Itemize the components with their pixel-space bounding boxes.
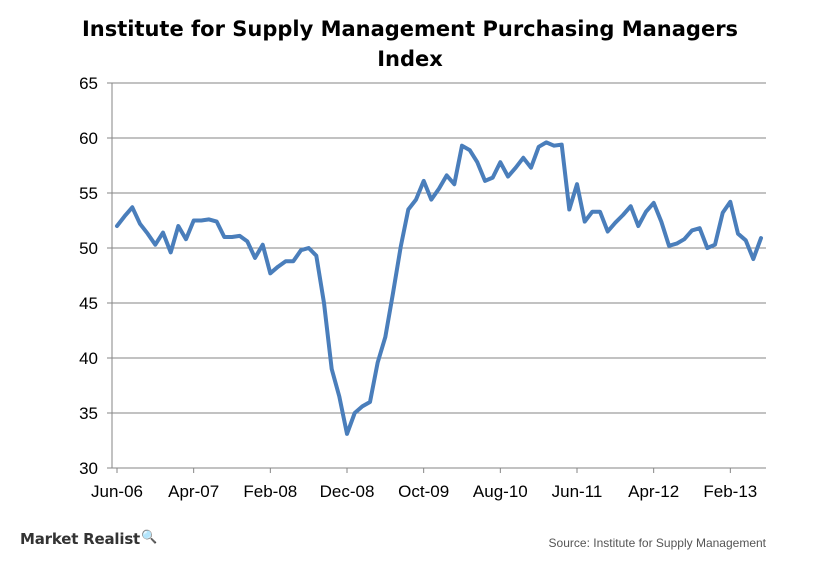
y-tick-label: 45 <box>79 294 98 313</box>
y-tick-label: 30 <box>79 459 98 478</box>
y-tick-label: 60 <box>79 129 98 148</box>
x-tick-label: Oct-09 <box>398 482 449 501</box>
source-note: Source: Institute for Supply Management <box>548 536 766 550</box>
x-tick-label: Apr-12 <box>628 482 679 501</box>
y-tick-label: 55 <box>79 184 98 203</box>
y-tick-label: 40 <box>79 349 98 368</box>
y-tick-label: 65 <box>79 74 98 93</box>
x-tick-label: Dec-08 <box>320 482 375 501</box>
magnifier-chart-icon: 🔍 <box>141 530 158 545</box>
x-tick-label: Feb-13 <box>703 482 757 501</box>
x-tick-label: Feb-08 <box>243 482 297 501</box>
chart-title: Institute for Supply Management Purchasi… <box>81 17 739 71</box>
pmi-series-line <box>115 140 763 436</box>
market-realist-logo: Market Realist🔍 <box>20 530 157 548</box>
y-tick-label: 50 <box>79 239 98 258</box>
brand-name: Market Realist <box>20 530 141 548</box>
x-tick-label: Apr-07 <box>168 482 219 501</box>
y-tick-label: 35 <box>79 404 98 423</box>
x-tick-label: Jun-11 <box>552 482 603 501</box>
x-tick-label: Aug-10 <box>473 482 528 501</box>
x-tick-label: Jun-06 <box>91 482 143 501</box>
